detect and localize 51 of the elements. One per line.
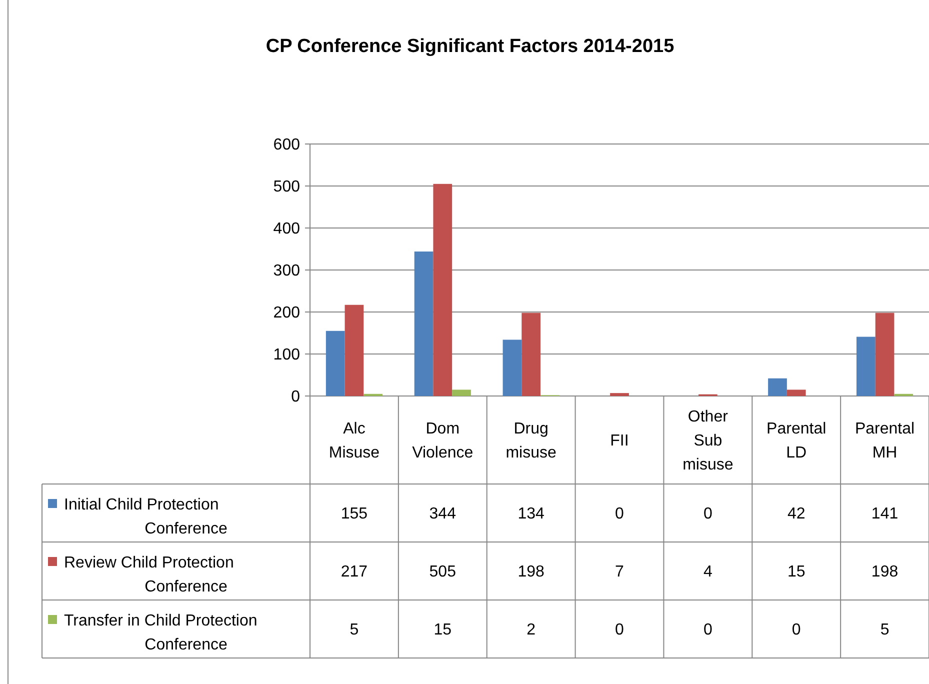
x-tick-label: Drug misuse xyxy=(506,420,557,462)
data-label: 7 xyxy=(615,564,624,581)
y-tick-label: 200 xyxy=(273,304,300,322)
data-label: 4 xyxy=(703,564,712,581)
bar xyxy=(502,340,522,396)
bar xyxy=(768,378,787,396)
x-tick-label: Parental LD xyxy=(766,420,826,462)
bar xyxy=(414,252,434,396)
y-tick-label: 0 xyxy=(291,388,300,406)
bar xyxy=(786,390,806,396)
y-tick-label: 300 xyxy=(273,262,300,280)
data-label: 217 xyxy=(340,564,368,581)
data-label: 15 xyxy=(787,564,806,581)
bar xyxy=(433,184,452,396)
x-tick-label: Dom Violence xyxy=(412,420,474,462)
legend-label: Initial Child Protection Conference xyxy=(64,496,228,538)
bar xyxy=(522,312,541,396)
bar xyxy=(452,390,471,396)
data-label: 5 xyxy=(880,622,890,639)
bar xyxy=(610,393,629,396)
data-label: 5 xyxy=(350,622,359,639)
x-tick-label: Parental MH xyxy=(854,420,915,462)
data-label: 141 xyxy=(871,506,898,523)
legend-label: Transfer in Child Protection Conference xyxy=(64,612,258,654)
x-tick-label: FII xyxy=(610,432,629,450)
data-label: 0 xyxy=(615,506,624,523)
y-tick-label: 600 xyxy=(273,136,300,154)
bar xyxy=(326,330,345,396)
data-label: 198 xyxy=(518,564,545,581)
bar xyxy=(875,312,894,396)
data-label: 2 xyxy=(526,622,536,639)
bar xyxy=(856,336,876,396)
data-label: 0 xyxy=(703,506,712,523)
data-label: 0 xyxy=(792,622,801,639)
data-label: 505 xyxy=(429,564,456,581)
data-label: 42 xyxy=(787,506,806,523)
x-tick-label: Alc Misuse xyxy=(328,420,380,462)
data-label: 0 xyxy=(615,622,624,639)
legend-label: Review Child Protection Conference xyxy=(64,554,234,596)
y-tick-label: 100 xyxy=(273,346,300,364)
data-label: 134 xyxy=(518,506,545,523)
data-label: 344 xyxy=(429,506,456,523)
x-tick-label: Other Sub misuse xyxy=(682,408,734,474)
data-label: 198 xyxy=(871,564,898,581)
y-tick-label: 400 xyxy=(273,220,300,238)
chart-title: CP Conference Significant Factors 2014-2015 xyxy=(266,36,675,57)
data-label: 155 xyxy=(340,506,368,523)
y-tick-label: 500 xyxy=(273,178,300,196)
bar xyxy=(344,304,364,396)
data-label: 0 xyxy=(703,622,712,639)
data-label: 15 xyxy=(434,622,452,639)
